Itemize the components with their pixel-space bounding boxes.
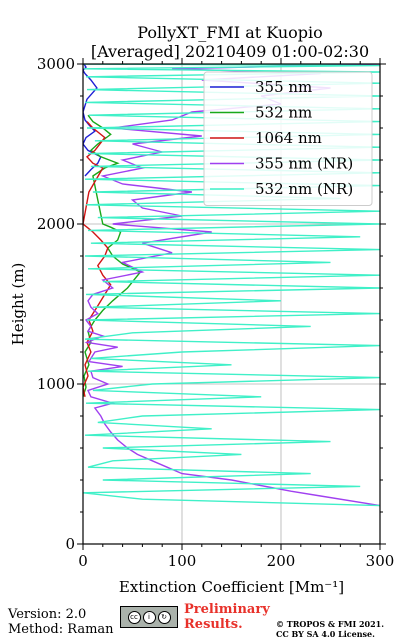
legend-label-2: 1064 nm	[255, 129, 322, 147]
y-axis-label: Height (m)	[9, 263, 27, 346]
series-line-4	[83, 64, 380, 507]
legend-label-0: 355 nm	[255, 78, 312, 96]
x-tick-label: 300	[366, 552, 395, 570]
x-tick-label: 0	[78, 552, 88, 570]
chart-title-line2: [Averaged] 20210409 01:00-02:30	[90, 42, 370, 61]
legend-label-3: 355 nm (NR)	[255, 155, 353, 173]
x-tick-label: 200	[267, 552, 296, 570]
copyright-notice: © TROPOS & FMI 2021. CC BY SA 4.0 Licens…	[276, 619, 384, 639]
y-tick-label: 1000	[37, 375, 75, 393]
x-tick-label: 100	[168, 552, 197, 570]
preliminary-notice: Preliminary Results.	[184, 602, 270, 632]
method-label: Method: Raman	[8, 622, 114, 637]
series-line-2	[83, 121, 112, 397]
version-label: Version: 2.0	[8, 607, 87, 622]
legend-label-4: 532 nm (NR)	[255, 180, 353, 198]
legend-box	[203, 71, 373, 206]
y-tick-label: 2000	[37, 215, 75, 233]
y-tick-label: 3000	[37, 55, 75, 73]
chart-title-line1: PollyXT_FMI at Kuopio	[137, 23, 323, 42]
cc-by-sa-icon: cc i ↻	[120, 606, 178, 628]
x-axis-label: Extinction Coefficient [Mm⁻¹]	[119, 578, 344, 596]
series-line-3	[84, 64, 380, 507]
copyright-line1: © TROPOS & FMI 2021.	[276, 619, 385, 629]
preliminary-line2: Results.	[184, 617, 243, 632]
legend-label-1: 532 nm	[255, 104, 312, 122]
preliminary-line1: Preliminary	[184, 602, 270, 617]
y-tick-label: 0	[65, 535, 75, 553]
plot-frame	[82, 63, 381, 545]
copyright-line2: CC BY SA 4.0 License.	[276, 629, 375, 639]
